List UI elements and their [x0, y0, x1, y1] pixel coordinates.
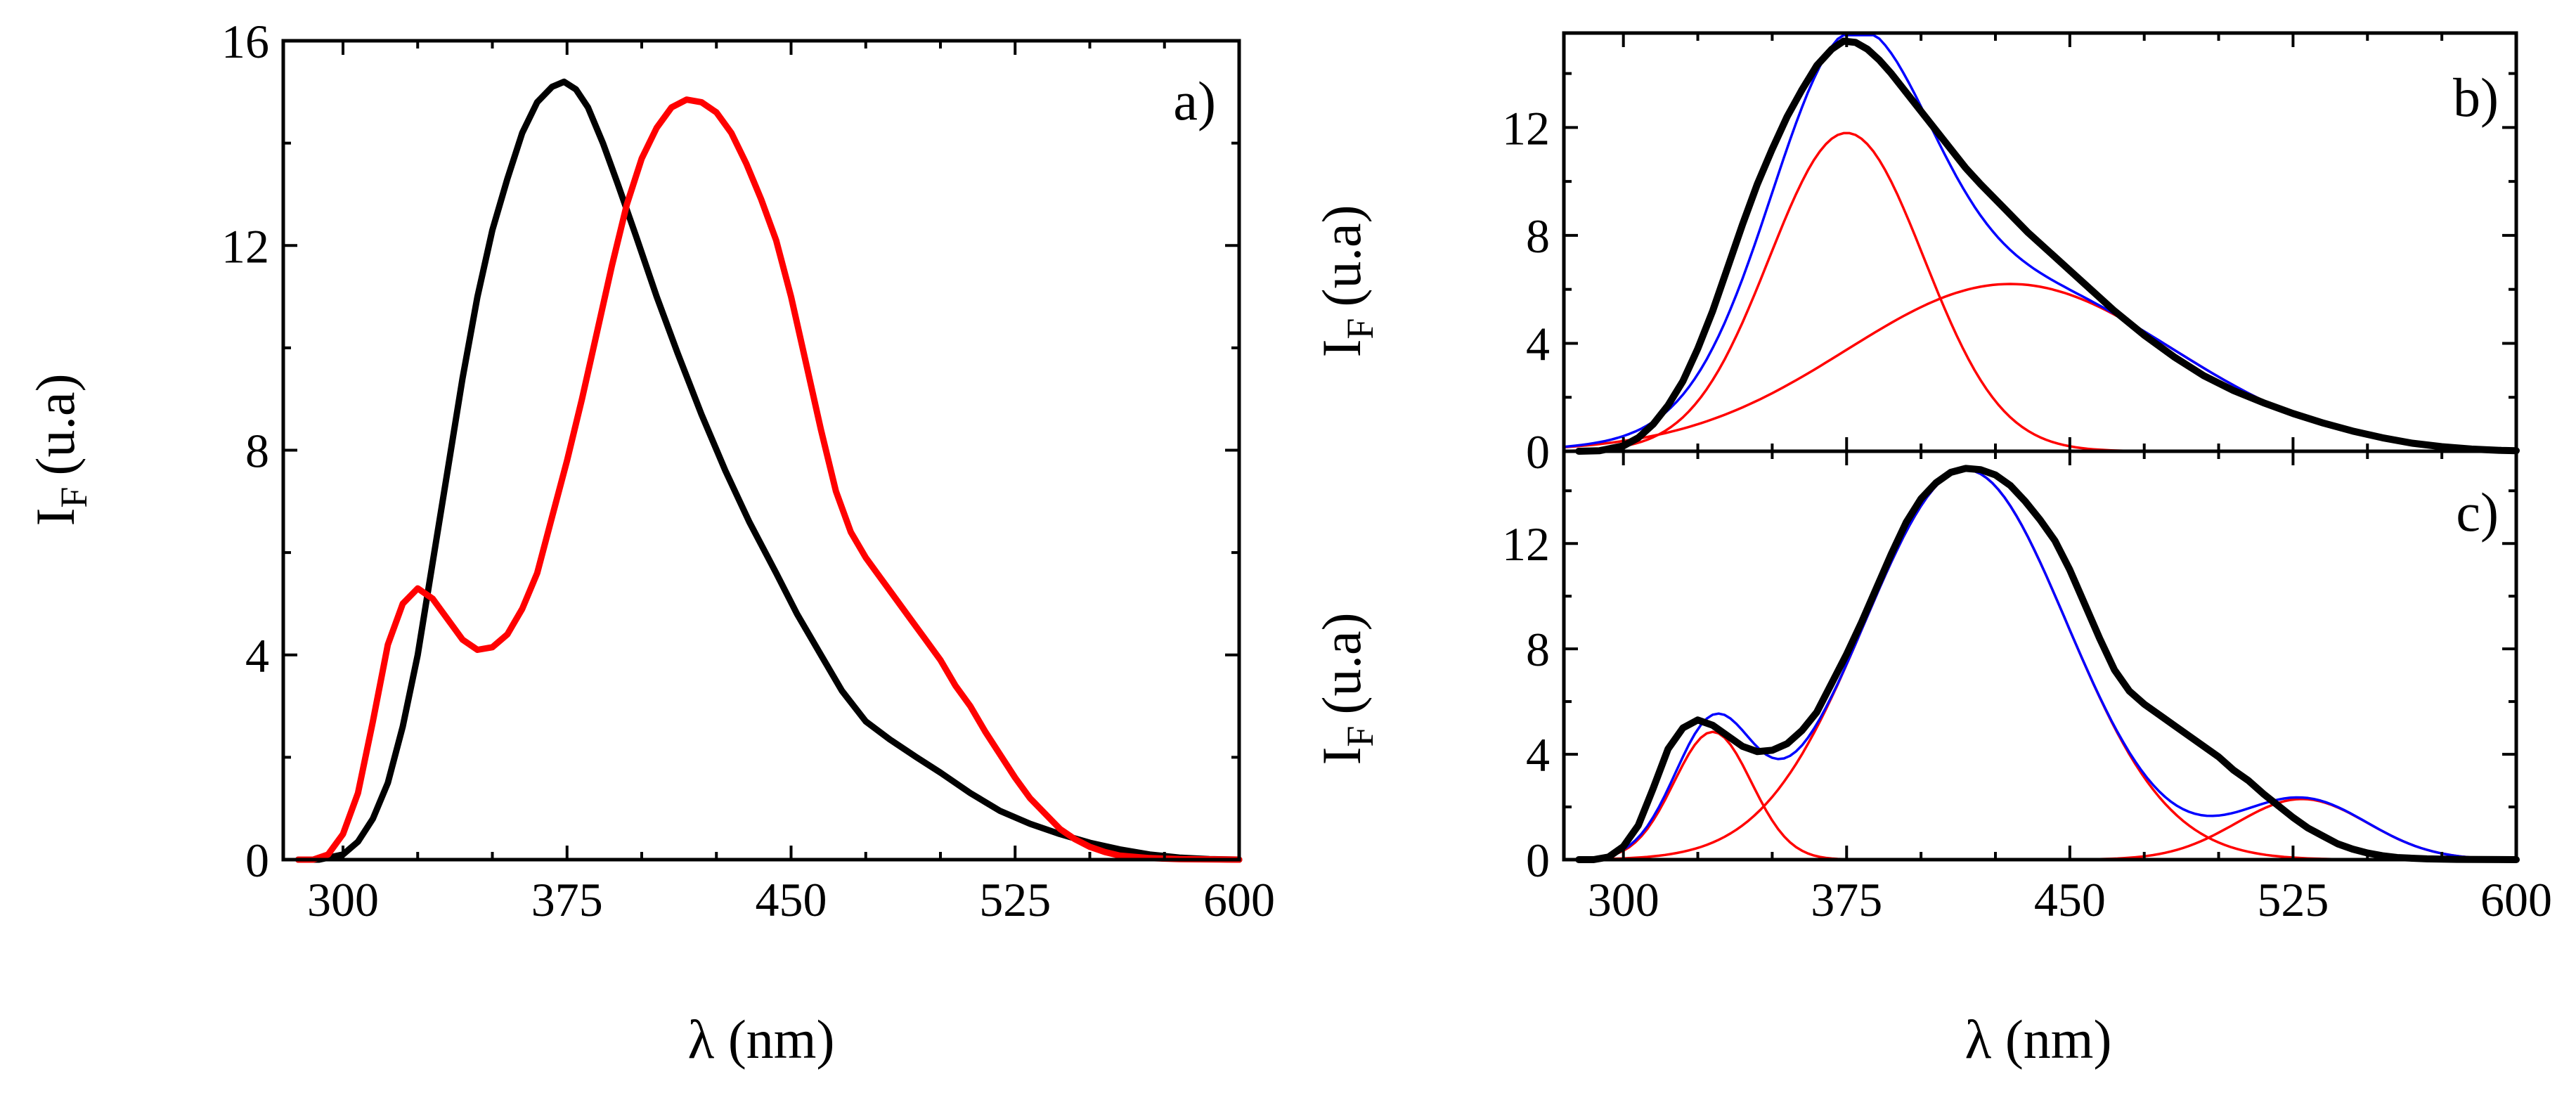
panel-c-y-tick-label: 8	[1526, 623, 1550, 676]
panel-a-x-axis-label: λ (nm)	[688, 1009, 835, 1070]
panel-c-y-tick-label: 0	[1526, 834, 1550, 887]
panel-c-x-tick-label: 525	[2257, 873, 2329, 926]
panel-a-y-tick-label: 4	[245, 629, 269, 683]
panel-a-x-tick-label: 375	[531, 873, 603, 926]
panel-b-y-tick-label: 12	[1502, 101, 1550, 155]
panel-a-series-red	[295, 96, 1243, 863]
panel-a-y-tick-label: 16	[221, 15, 269, 68]
panel-a-series-black	[295, 78, 1243, 863]
panel-a-series	[295, 78, 1243, 863]
panel-b-y-axis-label: IF(u.a)	[1311, 205, 1381, 357]
panel-c-y-axis-label: IF(u.a)	[1311, 612, 1381, 765]
panel-b-series-data	[1575, 37, 2520, 455]
panel-a-y-tick-label: 12	[221, 219, 269, 273]
panel-c-ticks: 0 4 8 12 300 375 450 525 600	[1502, 451, 2552, 926]
panel-c-x-axis-label: λ (nm)	[1965, 1009, 2112, 1070]
panel-c-label: c)	[2456, 481, 2499, 543]
panel-a-x-tick-label: 450	[756, 873, 827, 926]
panel-a-y-axis-label: IF(u.a)	[25, 373, 95, 526]
panel-a-label: a)	[1173, 70, 1216, 131]
panel-c-x-tick-label: 450	[2034, 873, 2106, 926]
panel-b-label: b)	[2453, 67, 2499, 128]
panel-b: 0 4 8 12 b) IF(u.a)	[1311, 31, 2520, 479]
panel-a-y-tick-label: 0	[245, 834, 269, 887]
panel-a-x-tick-label: 300	[307, 873, 379, 926]
panel-b-y-tick-label: 0	[1526, 425, 1550, 479]
panel-c-series-fit	[1562, 468, 2518, 861]
panel-a-x-tick-label: 600	[1203, 873, 1275, 926]
panel-b-ticks: 0 4 8 12	[1502, 33, 2518, 479]
panel-c-series-data	[1575, 465, 2520, 863]
panel-c-x-tick-label: 300	[1588, 873, 1659, 926]
panel-a-ticks: 0 4 8 12 16 300 375 450 525 600	[221, 15, 1275, 926]
panel-c-x-tick-label: 375	[1811, 873, 1882, 926]
panel-a-x-tick-label: 525	[979, 873, 1051, 926]
panel-a-y-tick-label: 8	[245, 425, 269, 478]
panel-b-y-tick-label: 4	[1526, 317, 1550, 370]
panel-c-y-tick-label: 4	[1526, 728, 1550, 782]
panel-a: 0 4 8 12 16 300 375 450 525 600 a) λ (nm) IF(u.a)	[25, 15, 1275, 1070]
panel-c-x-tick-label: 600	[2480, 873, 2552, 926]
panel-b-y-tick-label: 8	[1526, 209, 1550, 263]
panel-c-frame	[1562, 449, 2518, 862]
panel-c: 0 4 8 12 300 375 450 525 600 c) λ (nm) IF(u.a)	[1311, 449, 2552, 1070]
panel-c-y-tick-label: 12	[1502, 517, 1550, 571]
